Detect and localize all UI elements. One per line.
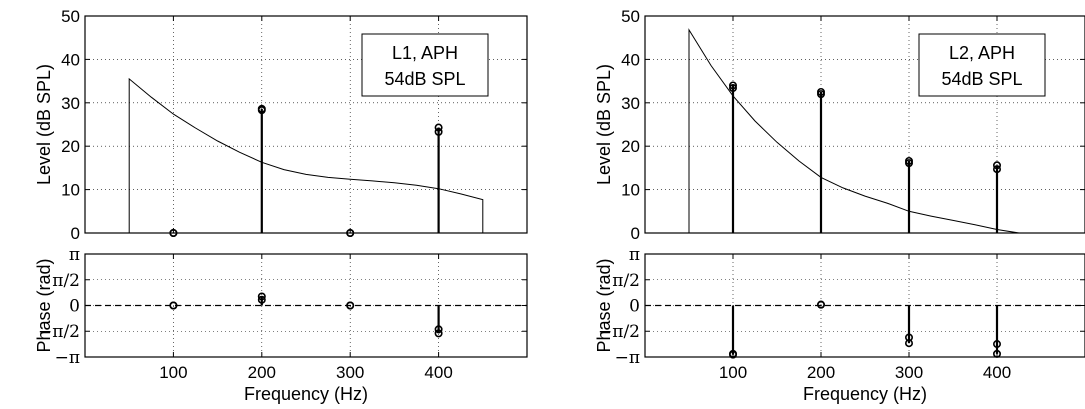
stem-marker	[816, 300, 825, 309]
ytick-label: 20	[621, 137, 640, 156]
legend-text: 54dB SPL	[384, 69, 465, 89]
stem-marker	[169, 301, 178, 310]
xtick-label: 100	[159, 363, 187, 382]
panel-2: 0 10 20 30 40 50 Level (dB SPL) L2, APH 54dB SPL	[594, 7, 1085, 243]
y-axis-label: Level (dB SPL)	[594, 64, 614, 185]
ytick-label: π	[629, 245, 640, 265]
stem-marker	[434, 123, 443, 132]
x-axis-label: Frequency (Hz)	[803, 384, 927, 404]
ytick-label: 50	[621, 7, 640, 26]
ytick-label: −π	[55, 348, 80, 368]
ytick-label: 10	[61, 181, 80, 200]
stem-marker	[346, 301, 355, 310]
ytick-label: 30	[621, 94, 640, 113]
panel-0: 0 10 20 30 40 50 Level (dB SPL) L1, APH 54dB SPL	[34, 7, 528, 243]
stem-marker	[257, 292, 266, 301]
ytick-label: 20	[61, 137, 80, 156]
panel-3: −π −π/2 0 π/2 π 100 200 300 400 Frequency (Hz) Pha…	[594, 245, 1085, 404]
stem-marker	[434, 325, 443, 334]
stem-marker	[728, 350, 737, 359]
ytick-label: 40	[621, 50, 640, 69]
ytick-label: 40	[61, 50, 80, 69]
ytick-label: 0	[631, 224, 640, 243]
ytick-label: 30	[61, 94, 80, 113]
series-line	[128, 77, 484, 233]
legend-text: L2, APH	[949, 43, 1015, 63]
xtick-label: 400	[983, 363, 1011, 382]
y-axis-label: Level (dB SPL)	[34, 64, 54, 185]
ytick-label: π	[69, 245, 80, 265]
stem-marker	[904, 339, 913, 348]
legend: L1, APH 54dB SPL	[361, 33, 489, 97]
ytick-label: 10	[621, 181, 640, 200]
x-axis-label: Frequency (Hz)	[244, 384, 368, 404]
stem-marker	[257, 104, 266, 113]
ytick-label: 0	[71, 224, 80, 243]
stem-marker	[992, 165, 1001, 174]
legend-text: 54dB SPL	[941, 69, 1022, 89]
ytick-label: 50	[61, 7, 80, 26]
ytick-label: 0	[69, 297, 80, 317]
stem-marker	[169, 229, 178, 238]
ytick-label: −π/2	[38, 322, 80, 342]
stem-marker	[728, 84, 737, 93]
stem-marker	[992, 161, 1001, 170]
ytick-label: π/2	[612, 271, 640, 291]
xtick-label: 200	[807, 363, 835, 382]
ytick-label: −π/2	[598, 322, 640, 342]
ytick-label: 0	[629, 297, 640, 317]
xtick-label: 100	[719, 363, 747, 382]
legend-text: L1, APH	[392, 43, 458, 63]
xtick-label: 300	[895, 363, 923, 382]
stem-marker	[728, 81, 737, 90]
stem-marker	[904, 156, 913, 165]
stem-marker	[434, 329, 443, 338]
legend-box	[361, 33, 489, 97]
ytick-label: π/2	[52, 271, 80, 291]
legend-box	[918, 33, 1046, 97]
stem-marker	[257, 295, 266, 304]
axes-frame	[84, 15, 528, 234]
stem-marker	[992, 349, 1001, 358]
ytick-label: −π	[615, 348, 640, 368]
stem-marker	[816, 87, 825, 96]
legend: L2, APH 54dB SPL	[918, 33, 1046, 97]
stem-marker	[434, 127, 443, 136]
y-axis-label: Phase (rad)	[594, 258, 614, 352]
axes-frame	[644, 15, 1085, 234]
xtick-label: 200	[248, 363, 276, 382]
panel-1: −π −π/2 0 π/2 π 100 200 300 400 Frequency (Hz) Pha…	[34, 245, 528, 404]
stem-marker	[346, 229, 355, 238]
stem-marker	[992, 340, 1001, 349]
y-axis-label: Phase (rad)	[34, 258, 54, 352]
xtick-label: 400	[424, 363, 452, 382]
xtick-label: 300	[336, 363, 364, 382]
